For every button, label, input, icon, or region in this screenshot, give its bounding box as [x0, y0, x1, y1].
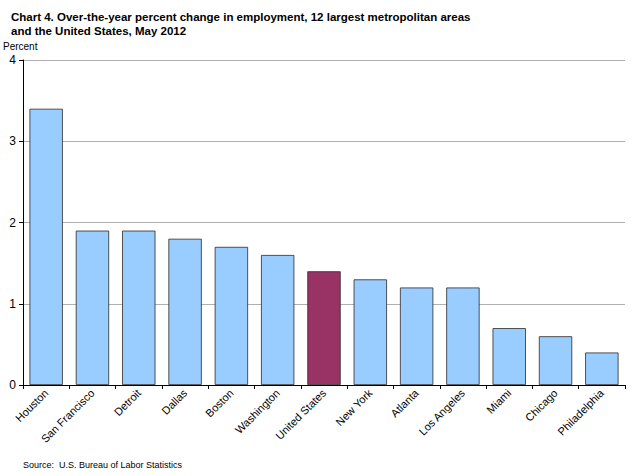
svg-text:2: 2 [9, 216, 16, 230]
svg-text:Chicago: Chicago [523, 387, 560, 424]
svg-text:Atlanta: Atlanta [388, 386, 421, 419]
svg-text:United States: United States [273, 386, 328, 441]
svg-text:Dallas: Dallas [159, 386, 189, 416]
svg-text:Source: U.S. Bureau of Labor: Source: U.S. Bureau of Labor Statistics [23, 460, 183, 470]
svg-text:4: 4 [9, 53, 16, 67]
svg-text:Houston: Houston [13, 387, 50, 424]
svg-text:Philadelphia: Philadelphia [555, 386, 606, 437]
svg-text:3: 3 [9, 134, 16, 148]
svg-text:Washington: Washington [233, 387, 282, 436]
svg-text:Chart 4. Over-the-year percent: Chart 4. Over-the-year percent change in… [11, 11, 474, 23]
svg-text:Percent: Percent [3, 41, 38, 52]
svg-text:Los Angeles: Los Angeles [416, 386, 467, 437]
svg-text:0: 0 [9, 378, 16, 392]
svg-text:and the United States, May 201: and the United States, May 2012 [11, 25, 186, 37]
svg-text:San Francisco: San Francisco [39, 387, 97, 445]
svg-text:Detroit: Detroit [112, 387, 143, 418]
svg-text:Miami: Miami [484, 387, 513, 416]
svg-text:1: 1 [9, 297, 16, 311]
svg-text:New York: New York [333, 386, 375, 428]
svg-text:Boston: Boston [203, 387, 236, 420]
